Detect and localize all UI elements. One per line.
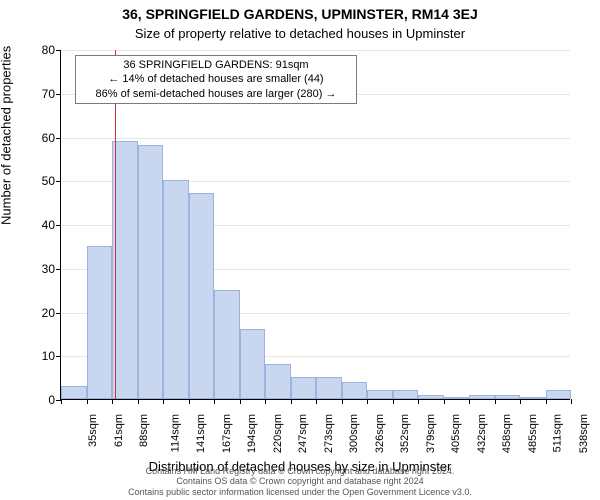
xtick-mark (342, 399, 343, 404)
histogram-bar (444, 397, 470, 399)
title-sub: Size of property relative to detached ho… (0, 26, 600, 41)
ytick-mark (56, 269, 61, 270)
footer-text: Contains HM Land Registry data © Crown c… (0, 466, 600, 498)
xtick-mark (265, 399, 266, 404)
ytick-label: 40 (15, 218, 55, 232)
xtick-mark (444, 399, 445, 404)
annotation-box: 36 SPRINGFIELD GARDENS: 91sqm ← 14% of d… (75, 55, 357, 104)
grid-line (61, 138, 570, 139)
ytick-mark (56, 50, 61, 51)
xtick-mark (112, 399, 113, 404)
xtick-label: 352sqm (399, 414, 411, 453)
xtick-mark (546, 399, 547, 404)
ytick-label: 0 (15, 393, 55, 407)
histogram-bar (87, 246, 113, 399)
xtick-label: 247sqm (297, 414, 309, 453)
ytick-mark (56, 356, 61, 357)
grid-line (61, 50, 570, 51)
xtick-label: 538sqm (578, 414, 590, 453)
xtick-label: 458sqm (501, 414, 513, 453)
xtick-label: 61sqm (113, 414, 125, 447)
y-axis-label: Number of detached properties (0, 46, 14, 225)
histogram-bar (495, 395, 521, 399)
xtick-label: 511sqm (551, 414, 563, 452)
xtick-mark (520, 399, 521, 404)
ytick-mark (56, 138, 61, 139)
ytick-mark (56, 313, 61, 314)
title-main: 36, SPRINGFIELD GARDENS, UPMINSTER, RM14… (0, 6, 600, 22)
xtick-mark (240, 399, 241, 404)
xtick-label: 326sqm (374, 414, 386, 453)
xtick-mark (393, 399, 394, 404)
histogram-bar (316, 377, 342, 399)
histogram-bar (61, 386, 87, 399)
annotation-line-3: 86% of semi-detached houses are larger (… (82, 87, 350, 101)
ytick-label: 20 (15, 306, 55, 320)
xtick-label: 432sqm (476, 414, 488, 453)
xtick-label: 273sqm (323, 414, 335, 453)
xtick-label: 300sqm (348, 414, 360, 453)
xtick-label: 405sqm (450, 414, 462, 453)
xtick-mark (571, 399, 572, 404)
histogram-bar (291, 377, 317, 399)
xtick-label: 88sqm (138, 414, 150, 447)
histogram-bar (418, 395, 444, 399)
histogram-bar (240, 329, 266, 399)
xtick-mark (87, 399, 88, 404)
xtick-mark (418, 399, 419, 404)
footer-line-1: Contains HM Land Registry data © Crown c… (146, 466, 455, 476)
annotation-line-2: ← 14% of detached houses are smaller (44… (82, 72, 350, 86)
xtick-label: 114sqm (169, 414, 181, 452)
xtick-mark (367, 399, 368, 404)
xtick-label: 485sqm (527, 414, 539, 453)
xtick-label: 194sqm (246, 414, 258, 453)
xtick-mark (61, 399, 62, 404)
histogram-bar (265, 364, 291, 399)
histogram-bar (469, 395, 495, 399)
annotation-line-1: 36 SPRINGFIELD GARDENS: 91sqm (82, 58, 350, 72)
xtick-label: 141sqm (195, 414, 207, 453)
ytick-label: 30 (15, 262, 55, 276)
ytick-label: 70 (15, 87, 55, 101)
figure: 36, SPRINGFIELD GARDENS, UPMINSTER, RM14… (0, 0, 600, 500)
ytick-label: 10 (15, 349, 55, 363)
histogram-bar (138, 145, 164, 399)
xtick-mark (138, 399, 139, 404)
ytick-label: 80 (15, 43, 55, 57)
ytick-label: 50 (15, 174, 55, 188)
histogram-bar (520, 397, 546, 399)
ytick-mark (56, 225, 61, 226)
histogram-bar (546, 390, 572, 399)
xtick-label: 379sqm (425, 414, 437, 453)
xtick-mark (495, 399, 496, 404)
xtick-label: 167sqm (221, 414, 233, 453)
footer-line-3: Contains public sector information licen… (128, 487, 472, 497)
xtick-label: 220sqm (272, 414, 284, 453)
histogram-bar (393, 390, 419, 399)
histogram-bar (367, 390, 393, 399)
xtick-mark (163, 399, 164, 404)
xtick-label: 35sqm (87, 414, 99, 447)
xtick-mark (469, 399, 470, 404)
ytick-mark (56, 181, 61, 182)
histogram-bar (189, 193, 215, 399)
xtick-mark (189, 399, 190, 404)
ytick-mark (56, 94, 61, 95)
xtick-mark (214, 399, 215, 404)
footer-line-2: Contains OS data © Crown copyright and d… (176, 476, 423, 486)
xtick-mark (316, 399, 317, 404)
histogram-bar (342, 382, 368, 400)
ytick-label: 60 (15, 131, 55, 145)
histogram-bar (214, 290, 240, 399)
xtick-mark (291, 399, 292, 404)
histogram-bar (163, 180, 189, 399)
